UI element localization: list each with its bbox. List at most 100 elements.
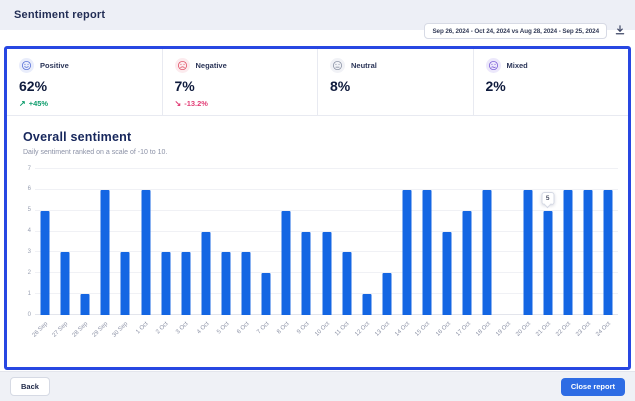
close-report-button[interactable]: Close report <box>560 377 625 396</box>
chart-title: Overall sentiment <box>23 130 132 144</box>
sentiment-bar[interactable] <box>563 189 573 315</box>
x-axis-label: 23 Oct <box>575 321 593 338</box>
bar-slot <box>397 169 417 315</box>
bar-slot <box>538 169 558 315</box>
gridline: 7 <box>28 166 618 172</box>
gridline: 6 <box>28 186 618 192</box>
bar-slot <box>55 169 75 315</box>
card-label: Mixed <box>506 61 528 70</box>
x-label-slot: 30 Sep <box>112 318 135 346</box>
x-axis-label: 6 Oct <box>236 321 251 336</box>
bar-slot <box>115 169 135 315</box>
download-icon <box>614 23 626 41</box>
sentiment-bar[interactable] <box>362 294 372 315</box>
y-axis-tick-label: 3 <box>27 248 31 255</box>
sentiment-bar[interactable] <box>402 189 412 315</box>
sentiment-bar[interactable] <box>322 231 332 315</box>
card-label: Negative <box>195 61 227 70</box>
bar-slot <box>417 169 437 315</box>
card-value: 2% <box>485 78 506 94</box>
back-button[interactable]: Back <box>10 377 50 396</box>
x-label-slot: 9 Oct <box>296 318 316 346</box>
sentiment-bar[interactable] <box>181 252 191 315</box>
sentiment-bar[interactable] <box>281 210 291 315</box>
x-label-slot: 6 Oct <box>236 318 256 346</box>
bar-slot <box>176 169 196 315</box>
sentiment-bar[interactable] <box>100 189 110 315</box>
bar-slot <box>477 169 497 315</box>
sentiment-bar[interactable] <box>543 210 553 315</box>
x-axis-label: 9 Oct <box>296 321 311 336</box>
sentiment-bar[interactable] <box>482 189 492 315</box>
x-axis-label: 11 Oct <box>334 321 351 338</box>
sentiment-bar[interactable] <box>80 294 90 315</box>
sentiment-bar[interactable] <box>60 252 70 315</box>
sentiment-bar[interactable] <box>40 210 50 315</box>
stat-card-neutral: Neutral 8% <box>317 49 473 115</box>
sentiment-bar[interactable] <box>241 252 251 315</box>
y-axis-tick-label: 6 <box>27 186 31 193</box>
bar-slot <box>377 169 397 315</box>
x-axis-label: 5 Oct <box>215 321 231 336</box>
sentiment-bar[interactable] <box>301 231 311 315</box>
sentiment-bar[interactable] <box>382 273 392 315</box>
card-delta-value: +45% <box>28 99 49 108</box>
sentiment-bar[interactable] <box>583 189 593 315</box>
x-axis-label: 7 Oct <box>256 321 271 336</box>
x-axis-label: 14 Oct <box>394 321 412 338</box>
x-axis-label: 17 Oct <box>454 321 472 338</box>
bar-slot <box>216 169 236 315</box>
y-axis-tick-label: 1 <box>27 290 31 297</box>
date-range-label: Sep 26, 2024 - Oct 24, 2024 vs Aug 28, 2… <box>432 27 599 35</box>
card-delta-value: -13.2% <box>184 99 208 108</box>
x-axis-labels: 26 Sep 27 Sep 28 Sep 29 Sep 30 Sep 1 Oct 2 Oct… <box>31 318 618 346</box>
x-label-slot: 24 Oct <box>595 318 618 346</box>
bar-slot <box>337 169 357 315</box>
chart-subtitle: Daily sentiment ranked on a scale of -10… <box>23 149 168 156</box>
bar-slot <box>437 169 457 315</box>
trend-up-icon: ↗ <box>19 98 26 108</box>
top-bar: Sentiment report <box>0 0 635 30</box>
bar-chart-plot-area: 0 1 2 3 4 5 6 7 5 <box>28 166 618 318</box>
date-range-selector[interactable]: Sep 26, 2024 - Oct 24, 2024 vs Aug 28, 2… <box>424 23 607 39</box>
sentiment-bar[interactable] <box>523 189 533 315</box>
sentiment-bar[interactable] <box>442 231 452 315</box>
y-axis-tick-label: 4 <box>27 228 31 235</box>
bar-slot <box>256 169 276 315</box>
sentiment-bar[interactable] <box>161 252 171 315</box>
overall-sentiment-section: Overall sentiment Daily sentiment ranked… <box>7 116 628 156</box>
bar-slot <box>598 169 618 315</box>
bar-slot <box>136 169 156 315</box>
bar-slot <box>357 169 377 315</box>
sentiment-bar[interactable] <box>141 189 151 315</box>
x-label-slot: 1 Oct <box>135 318 156 346</box>
x-axis-label: 29 Sep <box>91 321 110 339</box>
bar-slot <box>156 169 176 315</box>
sentiment-bar[interactable] <box>462 210 472 315</box>
sentiment-bar[interactable] <box>120 252 130 315</box>
sentiment-bar[interactable] <box>342 252 352 315</box>
gridline: 4 <box>28 228 618 234</box>
bars-row <box>35 169 618 315</box>
x-label-slot: 18 Oct <box>475 318 497 346</box>
download-button[interactable] <box>612 24 627 39</box>
sentiment-bar[interactable] <box>603 189 613 315</box>
sentiment-bar[interactable] <box>201 231 211 315</box>
bar-slot <box>558 169 578 315</box>
chart-tooltip: 5 <box>541 191 555 205</box>
trend-down-icon: ↘ <box>174 98 182 108</box>
x-axis-label: 24 Oct <box>595 321 613 338</box>
sentiment-bar[interactable] <box>422 189 432 315</box>
x-axis-label: 16 Oct <box>434 321 452 338</box>
sentiment-bar[interactable] <box>221 252 231 315</box>
x-axis-label: 10 Oct <box>314 321 331 338</box>
x-axis-label: 26 Sep <box>31 321 50 339</box>
y-axis-tick-label: 7 <box>27 165 31 172</box>
stat-card-negative: Negative 7% ↘ -13.2% <box>161 49 318 115</box>
x-axis-label: 12 Oct <box>354 321 372 338</box>
bar-slot <box>457 169 477 315</box>
neutral-face-icon <box>330 58 345 73</box>
card-label: Neutral <box>351 61 377 70</box>
page-title: Sentiment report <box>14 9 106 21</box>
sentiment-bar[interactable] <box>261 273 271 315</box>
